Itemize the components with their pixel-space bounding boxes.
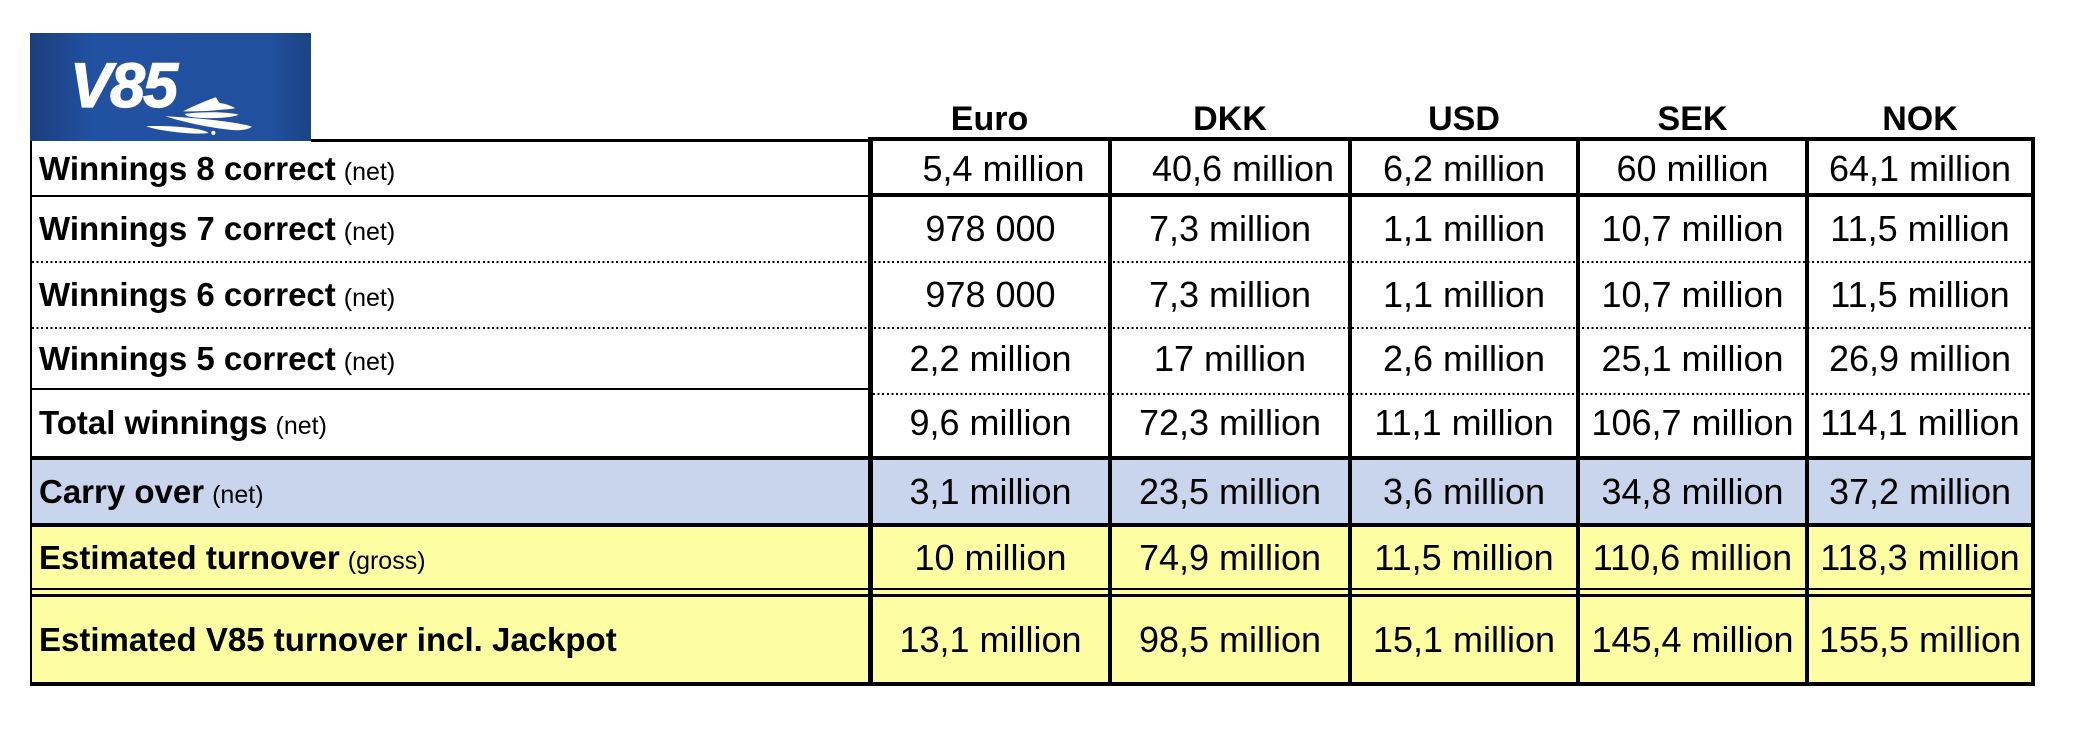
column-header-sek: SEK	[1657, 100, 1728, 138]
table-cell: 13,1 million	[899, 619, 1082, 660]
table-cell: 60 million	[1616, 148, 1769, 189]
grid-line	[30, 523, 2035, 527]
table-cell: 1,1 million	[1382, 274, 1546, 315]
grid-line	[30, 594, 2035, 597]
row-label: Winnings 8 correct (net)	[32, 142, 868, 195]
grid-line-dotted	[32, 261, 2031, 263]
grid-line	[30, 682, 2035, 686]
table-cell: 11,5 million	[1830, 274, 2010, 315]
table-cell: 114,1 million	[1820, 402, 2020, 443]
row-label: Winnings 7 correct (net)	[32, 197, 868, 261]
table-cell: 98,5 million	[1138, 619, 1322, 660]
row-label: Winnings 5 correct (net)	[32, 329, 868, 388]
row-label: Estimated turnover (gross)	[32, 527, 868, 588]
table-cell: 25,1 million	[1601, 338, 1784, 379]
grid-line	[868, 193, 2031, 197]
table-cell: 2,6 million	[1382, 338, 1546, 379]
table-cell: 110,6 million	[1592, 537, 1793, 578]
v85-logo-text: V85	[69, 51, 178, 121]
table-cell: 23,5 million	[1138, 471, 1322, 512]
column-header-usd: USD	[1428, 100, 1500, 138]
row-label-text: Winnings 6 correct	[39, 276, 336, 313]
grid-line	[30, 456, 2035, 460]
table-cell: 6,2 million	[1382, 148, 1546, 189]
row-label: Carry over (net)	[32, 460, 868, 523]
table-cell: 3,6 million	[1382, 471, 1546, 512]
payout-table: Winnings 8 correct (net) 5,4 million 40,6…	[30, 137, 2035, 686]
table-cell: 11,5 million	[1374, 537, 1554, 578]
grid-line-dotted	[873, 393, 2031, 395]
v85-logo: V85	[30, 33, 311, 141]
grid-line	[1805, 137, 1809, 686]
grid-line	[32, 195, 868, 197]
row-label-note: (net)	[275, 412, 327, 440]
column-header-nok: NOK	[1882, 100, 1958, 138]
row-label-note: (net)	[343, 284, 396, 312]
table-cell: 10,7 million	[1601, 208, 1784, 249]
grid-line	[30, 588, 2035, 590]
table-cell: 1,1 million	[1382, 208, 1546, 249]
row-label: Estimated V85 turnover incl. Jackpot	[32, 597, 868, 682]
row-label-note: (net)	[343, 158, 396, 186]
row-label-text: Total winnings	[39, 404, 268, 441]
row-label: Winnings 6 correct (net)	[32, 263, 868, 327]
table-cell: 72,3 million	[1138, 402, 1322, 443]
table-cell: 15,1 million	[1372, 619, 1556, 660]
grid-line	[868, 137, 873, 686]
table-cell: 3,1 million	[909, 471, 1072, 512]
table-cell: 11,1 million	[1374, 402, 1554, 443]
turnover-rows-fill	[32, 527, 2031, 682]
table-cell: 74,9 million	[1138, 537, 1322, 578]
table-cell: 40,6 million	[1151, 148, 1335, 189]
table-cell: 17 million	[1153, 338, 1307, 379]
table-cell: 978 000	[925, 274, 1056, 315]
row-label-note: (gross)	[347, 547, 426, 575]
table-cell: 155,5 million	[1818, 619, 2022, 660]
row-label-note: (net)	[343, 218, 396, 246]
table-cell: 10 million	[914, 537, 1067, 578]
row-label: Total winnings (net)	[32, 390, 868, 456]
table-cell: 26,9 million	[1828, 338, 2012, 379]
table-cell: 978 000	[925, 208, 1056, 249]
column-header-euro: Euro	[950, 100, 1029, 138]
grid-line	[30, 141, 32, 686]
row-label-text: Estimated turnover	[39, 539, 340, 576]
table-cell: 37,2 million	[1828, 471, 2012, 512]
table-cell: 64,1 million	[1828, 148, 2012, 189]
grid-line	[311, 139, 873, 142]
table-cell: 7,3 million	[1148, 274, 1312, 315]
table-cell: 9,6 million	[909, 402, 1072, 443]
row-label-note: (net)	[212, 481, 264, 509]
table-cell: 145,4 million	[1591, 619, 1794, 660]
row-label-text: Winnings 5 correct	[39, 340, 336, 377]
table-cell: 11,5 million	[1830, 208, 2010, 249]
carry-over-row-fill	[32, 460, 2031, 523]
grid-line	[1576, 137, 1580, 686]
table-cell: 118,3 million	[1820, 537, 2020, 578]
table-cell: 2,2 million	[909, 338, 1072, 379]
grid-line	[2031, 137, 2035, 686]
grid-line	[868, 137, 2035, 141]
row-label-note: (net)	[343, 348, 396, 376]
row-label-text: Estimated V85 turnover incl. Jackpot	[39, 621, 617, 658]
row-label-text: Winnings 7 correct	[39, 210, 336, 247]
grid-line-dotted	[32, 327, 2031, 329]
grid-line	[1348, 137, 1352, 686]
table-cell: 34,8 million	[1601, 471, 1784, 512]
table-cell: 10,7 million	[1601, 274, 1784, 315]
grid-line	[32, 388, 868, 390]
row-label-text: Winnings 8 correct	[39, 150, 336, 187]
table-cell: 5,4 million	[922, 148, 1085, 189]
grid-line	[1108, 137, 1112, 686]
column-header-dkk: DKK	[1193, 100, 1267, 138]
row-label-text: Carry over	[39, 473, 205, 510]
table-cell: 7,3 million	[1148, 208, 1312, 249]
horse-icon	[145, 97, 252, 135]
table-cell: 106,7 million	[1591, 402, 1794, 443]
